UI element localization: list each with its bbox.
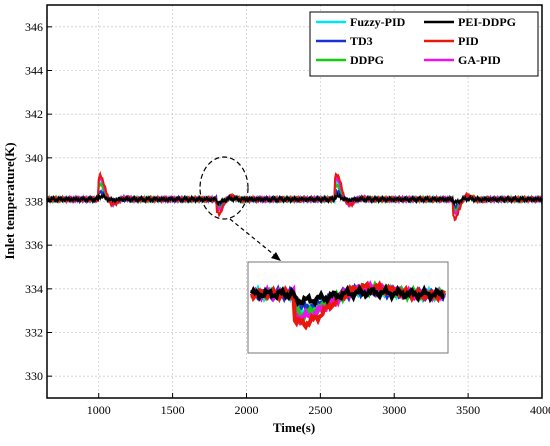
y-tick-label: 332 (25, 326, 43, 340)
x-tick-label: 3500 (456, 403, 480, 417)
x-tick-label: 2000 (234, 403, 258, 417)
y-tick-label: 334 (25, 282, 43, 296)
x-tick-label: 1000 (87, 403, 111, 417)
x-tick-label: 4000 (530, 403, 550, 417)
series-line-pei-ddpg (46, 191, 543, 207)
y-tick-label: 342 (25, 107, 43, 121)
x-tick-label: 1500 (161, 403, 185, 417)
y-tick-label: 336 (25, 238, 43, 252)
legend-label: PEI-DDPG (458, 15, 516, 29)
legend-label: GA-PID (458, 53, 501, 67)
y-tick-label: 346 (25, 20, 43, 34)
inset-series-lines (249, 280, 447, 331)
x-axis-label: Time(s) (273, 420, 315, 435)
x-tick-label: 2500 (308, 403, 332, 417)
legend-label: TD3 (350, 34, 373, 48)
y-tick-label: 340 (25, 151, 43, 165)
legend-label: DDPG (350, 53, 384, 67)
y-axis-label: Inlet temperature(K) (2, 142, 17, 259)
y-tick-label: 330 (25, 369, 43, 383)
zoom-inset (199, 156, 449, 354)
x-tick-label: 3000 (382, 403, 406, 417)
zoom-arrowhead (271, 252, 281, 261)
y-tick-label: 344 (25, 64, 43, 78)
legend: Fuzzy-PID PEI-DDPG TD3 PID DDPG GA-PID (309, 11, 539, 77)
zoom-arrow (229, 218, 279, 259)
series-lines (46, 170, 543, 222)
inset-frame (247, 261, 449, 354)
ticks: 1000 1500 2000 2500 3000 3500 4000 330 332 334 336… (25, 20, 550, 417)
zoom-region-ellipse (199, 156, 249, 220)
legend-label: PID (458, 34, 479, 48)
inset-line-pei-ddpg (250, 283, 445, 308)
legend-label: Fuzzy-PID (350, 15, 406, 29)
y-tick-label: 338 (25, 195, 43, 209)
